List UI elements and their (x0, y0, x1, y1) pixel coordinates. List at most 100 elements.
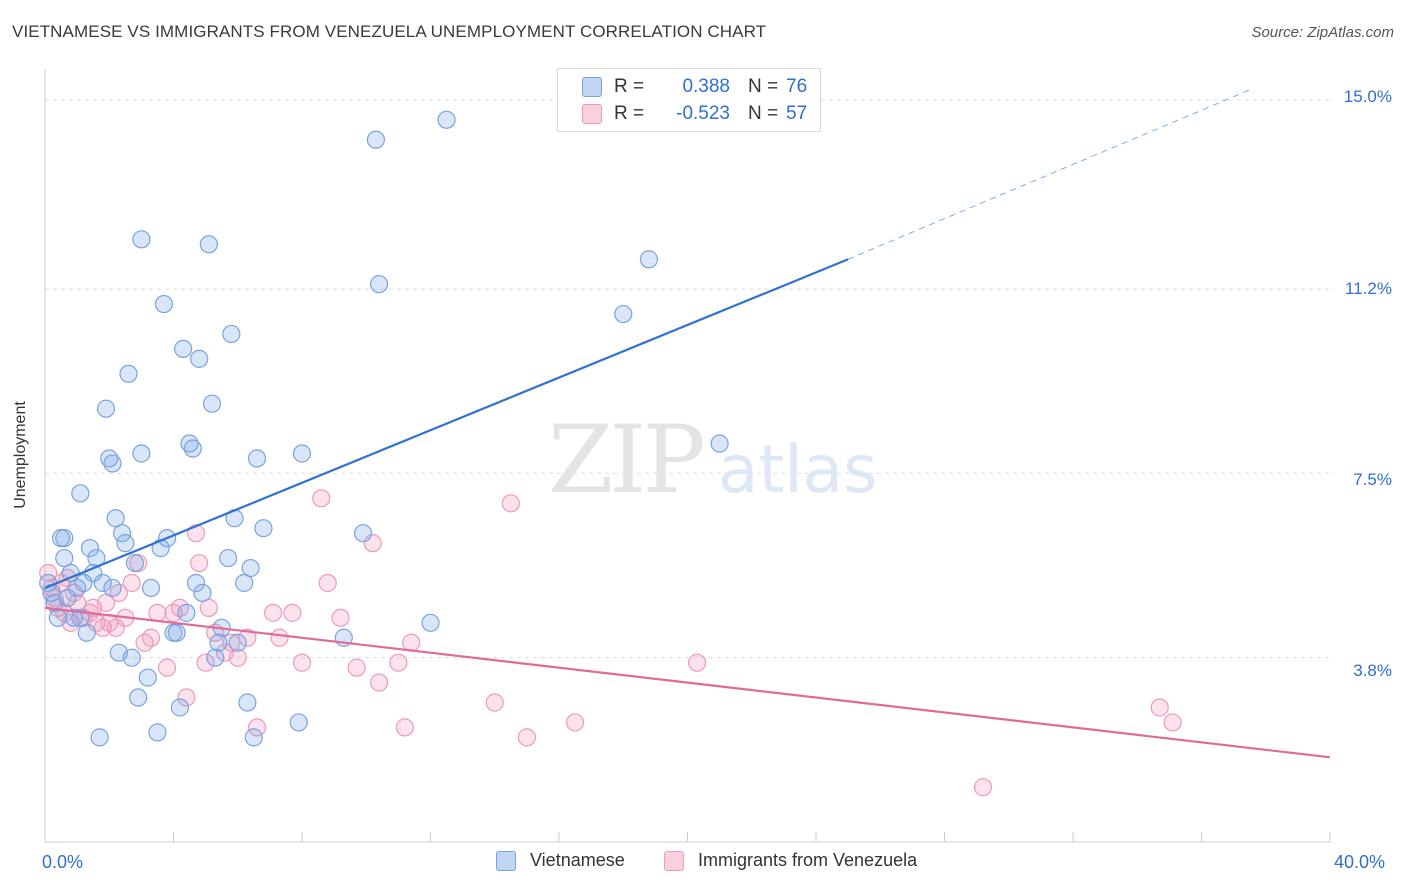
vietnamese-point (370, 275, 389, 294)
x-axis (44, 70, 1331, 843)
vietnamese-point (141, 578, 161, 598)
y-tick-label: 3.8% (1353, 661, 1392, 680)
gridlines (45, 99, 1330, 659)
venezuela-point (263, 603, 283, 622)
vietnamese-point (710, 434, 729, 453)
vietnamese-point (366, 130, 385, 149)
venezuela-point (389, 653, 408, 672)
vietnamese-point (148, 723, 167, 742)
vietnamese-point (421, 613, 440, 632)
venezuela-point (688, 653, 707, 672)
vietnamese-point (222, 324, 241, 344)
vietnamese-point (206, 648, 225, 667)
vietnamese-point (167, 623, 186, 642)
venezuela-point (501, 494, 520, 513)
vietnamese-point (58, 588, 77, 608)
legend-item-vietnamese[interactable]: Vietnamese (496, 850, 625, 871)
r-label: R = (614, 103, 645, 124)
vietnamese-trend-extension (847, 89, 1250, 260)
venezuela-point (485, 693, 504, 712)
legend-item-venezuela[interactable]: Immigrants from Venezuela (664, 850, 917, 871)
n-value: 76 (786, 76, 808, 97)
blue-swatch (582, 77, 602, 97)
r-value: 0.388 (682, 76, 730, 97)
venezuela-point (347, 658, 366, 677)
vietnamese-point (64, 608, 84, 627)
vietnamese-point (639, 250, 659, 269)
vietnamese-point (254, 519, 273, 538)
vietnamese-point (80, 539, 100, 558)
r-value: -0.523 (676, 103, 730, 124)
venezuela-point (370, 673, 389, 692)
venezuela-point (363, 534, 382, 553)
vietnamese-point (100, 449, 119, 468)
y-axis-title: Unemployment (12, 401, 29, 509)
vietnamese-point (125, 553, 145, 573)
vietnamese-point (180, 434, 199, 453)
venezuela-point (517, 728, 536, 747)
source-label: Source: ZipAtlas.com (1251, 24, 1394, 41)
vietnamese-point (437, 110, 456, 129)
vietnamese-point (103, 578, 122, 598)
venezuela-point (106, 618, 125, 637)
vietnamese-point (292, 444, 312, 463)
n-label: N = (748, 76, 779, 97)
vietnamese-point (55, 529, 74, 548)
vietnamese-point (614, 304, 633, 324)
vietnamese-point (228, 633, 247, 652)
pink-swatch (664, 850, 684, 871)
n-value: 57 (786, 103, 808, 124)
venezuela-point (973, 778, 993, 797)
vietnamese-point (170, 698, 190, 717)
venezuela-point (228, 648, 247, 667)
y-tick-label: 15.0% (1343, 87, 1392, 106)
pink-swatch (582, 104, 602, 124)
r-label: R = (614, 76, 645, 97)
vietnamese-point (193, 583, 212, 603)
venezuela-point (157, 658, 177, 677)
vietnamese-point (122, 648, 141, 667)
venezuela-point (196, 653, 215, 672)
vietnamese-point (190, 349, 209, 368)
venezuela-point (565, 713, 585, 732)
legend-label: Immigrants from Venezuela (698, 850, 918, 870)
vietnamese-point (71, 484, 90, 503)
vietnamese-point (90, 728, 109, 747)
venezuela-trend-line (44, 606, 1331, 759)
vietnamese-point (174, 339, 193, 359)
venezuela-point (148, 603, 167, 622)
vietnamese-point (241, 558, 260, 578)
venezuela-point (39, 563, 58, 583)
legend-row-vietnamese: R = 0.388 N = 76 (582, 74, 807, 100)
vietnamese-point (116, 534, 135, 553)
vietnamese-point (238, 693, 257, 712)
vietnamese-point (129, 688, 148, 707)
watermark-zip: ZIP (548, 406, 702, 515)
vietnamese-point (112, 524, 132, 543)
vietnamese-point (84, 563, 103, 583)
x-max-label: 40.0% (1334, 852, 1386, 872)
venezuela-point (247, 718, 267, 737)
trend-lines (44, 89, 1331, 759)
venezuela-point (190, 553, 209, 573)
series-venezuela-points (39, 489, 1182, 797)
series-vietnamese-points (39, 110, 729, 747)
vietnamese-point (219, 548, 238, 568)
vietnamese-point (154, 294, 173, 314)
venezuela-point (122, 573, 141, 593)
vietnamese-point (96, 399, 116, 418)
vietnamese-point (132, 230, 151, 249)
vietnamese-point (119, 364, 138, 383)
vietnamese-point (93, 573, 112, 593)
legend-label: Vietnamese (530, 850, 625, 870)
venezuela-point (312, 489, 331, 508)
venezuela-point (395, 718, 414, 737)
vietnamese-point (209, 633, 228, 652)
correlation-legend: R = 0.388 N = 76 R = -0.523 N = 57 (557, 68, 821, 132)
venezuela-point (238, 628, 257, 647)
series-legend: Vietnamese Immigrants from Venezuela (0, 850, 1406, 878)
venezuela-point (292, 653, 312, 672)
vietnamese-point (186, 573, 206, 593)
vietnamese-point (132, 444, 151, 463)
